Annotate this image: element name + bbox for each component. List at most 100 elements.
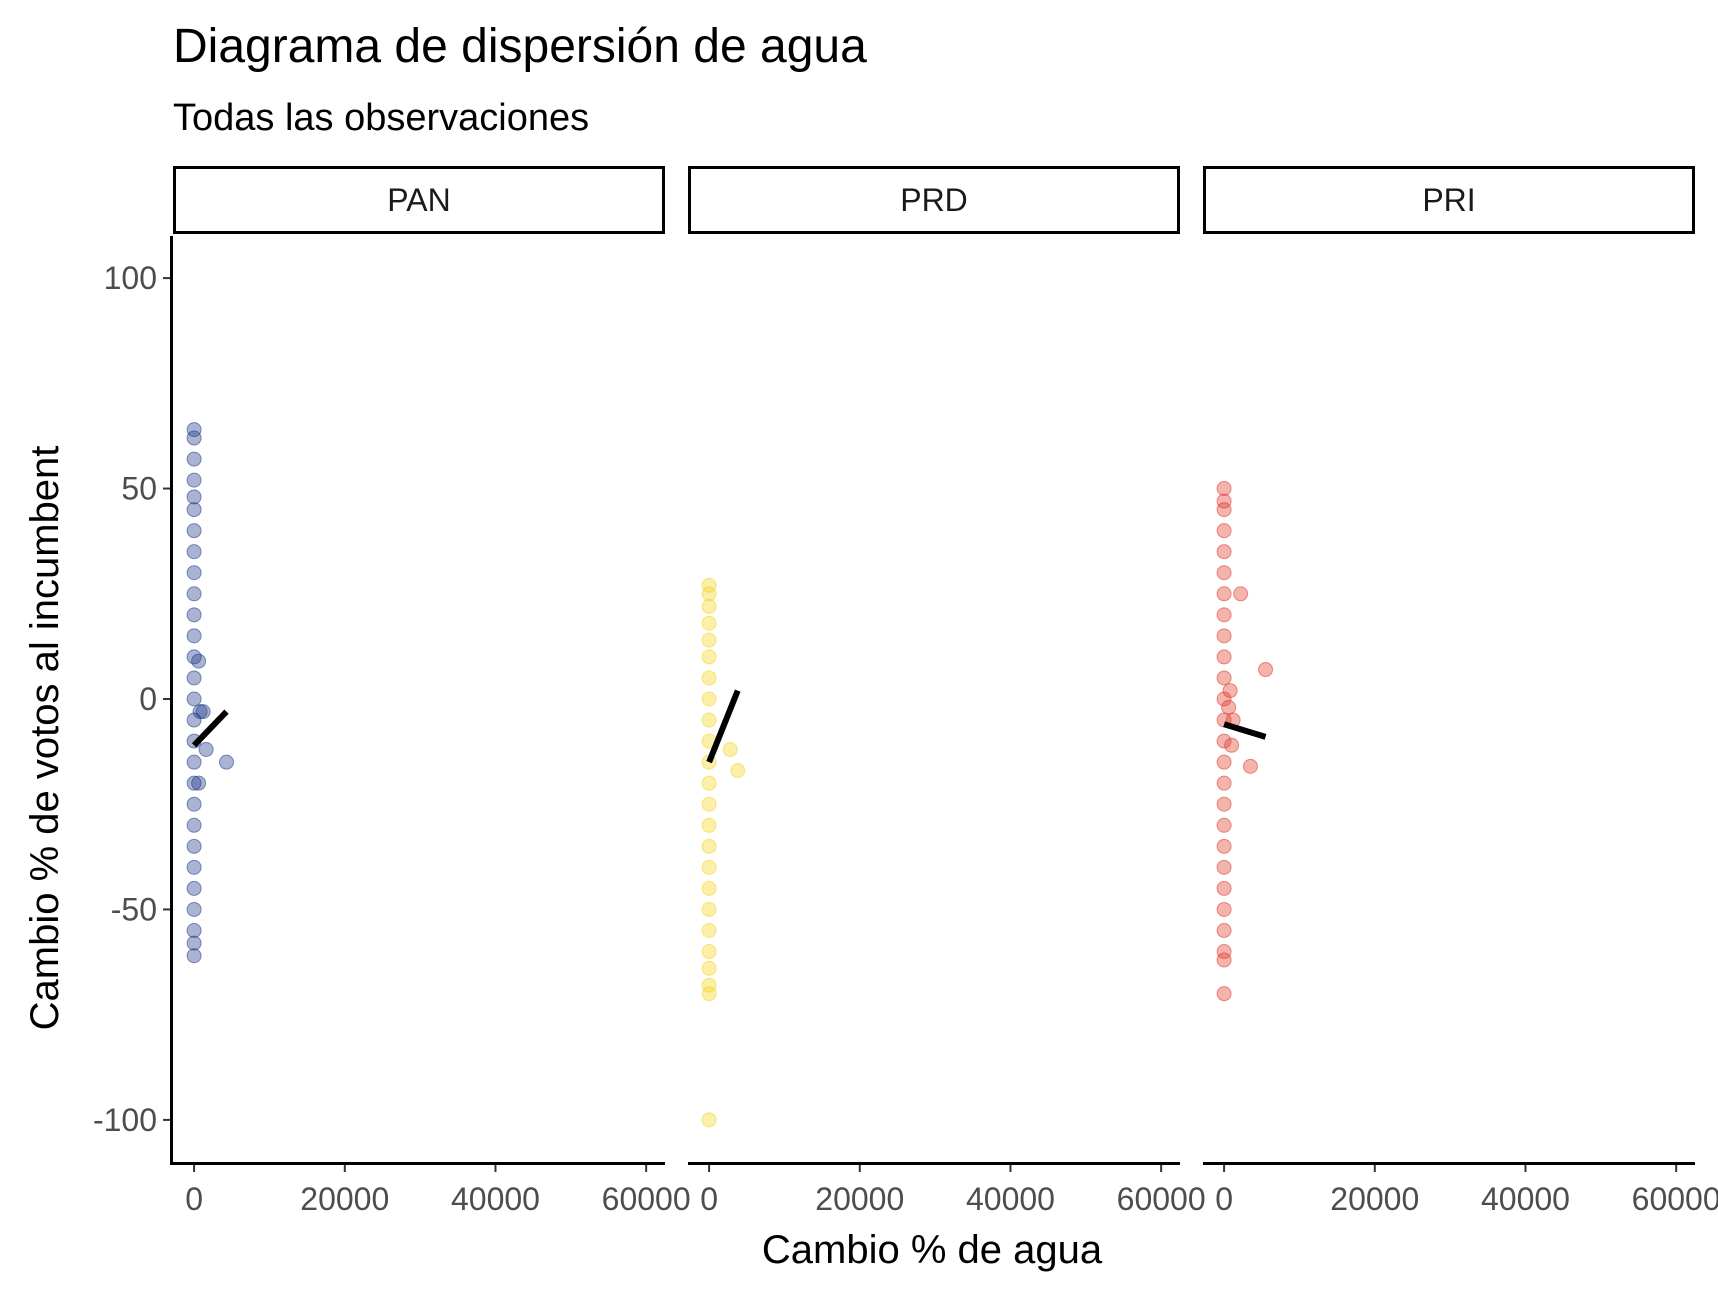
data-point: [701, 986, 717, 1002]
x-tick-label: 40000: [1481, 1181, 1570, 1217]
data-point: [186, 489, 202, 505]
data-point: [195, 704, 211, 720]
facet-strip-label: PRI: [1422, 182, 1475, 218]
trend-line: [1223, 721, 1267, 740]
facet-prd: PRD 0 20000 40000 60000: [688, 166, 1206, 1217]
y-tick-label: 50: [121, 471, 157, 507]
data-point: [1216, 670, 1232, 686]
data-point: [701, 796, 717, 812]
data-point: [186, 565, 202, 581]
data-point: [1216, 649, 1232, 665]
x-tick-label: 20000: [300, 1181, 389, 1217]
x-tick-label: 0: [185, 1181, 203, 1217]
data-point: [186, 775, 202, 791]
facet-strip: [688, 166, 1180, 234]
data-point: [1216, 586, 1232, 602]
data-point: [186, 901, 202, 917]
data-point: [1242, 758, 1258, 774]
data-point: [191, 775, 207, 791]
data-point: [1216, 754, 1232, 770]
data-point: [701, 670, 717, 686]
data-point: [186, 607, 202, 623]
data-point: [701, 1112, 717, 1128]
data-point: [186, 670, 202, 686]
data-point: [701, 712, 717, 728]
data-point: [1222, 683, 1238, 699]
data-point: [701, 598, 717, 614]
data-point: [186, 859, 202, 875]
data-point: [701, 577, 717, 593]
data-point: [701, 944, 717, 960]
data-point: [1216, 986, 1232, 1002]
x-tick-label: 40000: [966, 1181, 1055, 1217]
data-point: [1216, 523, 1232, 539]
data-point: [1216, 901, 1232, 917]
x-tick-label: 0: [700, 1181, 718, 1217]
facet-strip: [1203, 166, 1695, 234]
data-point: [701, 817, 717, 833]
data-point: [1216, 880, 1232, 896]
data-point: [1216, 628, 1232, 644]
data-point: [701, 691, 717, 707]
data-point: [1258, 662, 1274, 678]
data-point: [186, 817, 202, 833]
data-point: [1216, 493, 1232, 509]
data-point: [218, 754, 234, 770]
data-point: [186, 923, 202, 938]
data-point: [701, 923, 717, 938]
data-point: [1216, 544, 1232, 560]
data-point: [186, 451, 202, 467]
facet-strip: [173, 166, 665, 234]
data-point: [1216, 796, 1232, 812]
data-point: [198, 742, 214, 758]
x-tick-label: 20000: [1330, 1181, 1419, 1217]
data-point: [186, 430, 202, 446]
data-point: [701, 901, 717, 917]
trend-line: [191, 709, 229, 748]
data-point: [186, 754, 202, 770]
data-point: [701, 586, 717, 602]
data-point: [701, 859, 717, 875]
data-point: [186, 586, 202, 602]
data-point: [1216, 607, 1232, 623]
data-point: [186, 472, 202, 488]
trend-line: [706, 689, 741, 764]
data-point: [1216, 944, 1232, 960]
facet-strip-label: PRD: [900, 182, 968, 218]
data-point: [186, 838, 202, 854]
data-point: [701, 615, 717, 631]
data-point: [186, 544, 202, 560]
y-tick-label: -50: [111, 891, 157, 927]
data-point: [1216, 733, 1232, 749]
data-point: [701, 880, 717, 896]
x-tick-label: 0: [1215, 1181, 1233, 1217]
data-point: [701, 838, 717, 854]
data-point: [730, 763, 746, 779]
x-tick-label: 60000: [602, 1181, 691, 1217]
data-point: [701, 960, 717, 976]
y-axis-title: Cambio % de votos al incumbent: [23, 446, 67, 1031]
data-point: [1216, 952, 1232, 968]
data-point: [186, 935, 202, 951]
data-point: [701, 775, 717, 791]
data-point: [191, 653, 207, 669]
chart-title: Diagrama de dispersión de agua: [173, 20, 867, 73]
y-axis: 100 50 0 -50 -100: [93, 236, 173, 1165]
facet-pan: PAN 0 20000 40000 60000: [173, 166, 691, 1217]
data-point: [1216, 691, 1232, 707]
x-tick-label: 60000: [1117, 1181, 1206, 1217]
data-point: [186, 691, 202, 707]
x-tick-label: 40000: [451, 1181, 540, 1217]
facet-strip-label: PAN: [387, 182, 450, 218]
data-point: [701, 649, 717, 665]
data-point: [701, 632, 717, 648]
data-point: [1216, 923, 1232, 938]
data-point: [186, 422, 202, 438]
data-point: [1224, 737, 1240, 753]
x-tick-label: 20000: [815, 1181, 904, 1217]
data-point: [186, 649, 202, 665]
data-point: [1216, 481, 1232, 497]
data-point: [1216, 502, 1232, 518]
data-point: [722, 742, 738, 758]
